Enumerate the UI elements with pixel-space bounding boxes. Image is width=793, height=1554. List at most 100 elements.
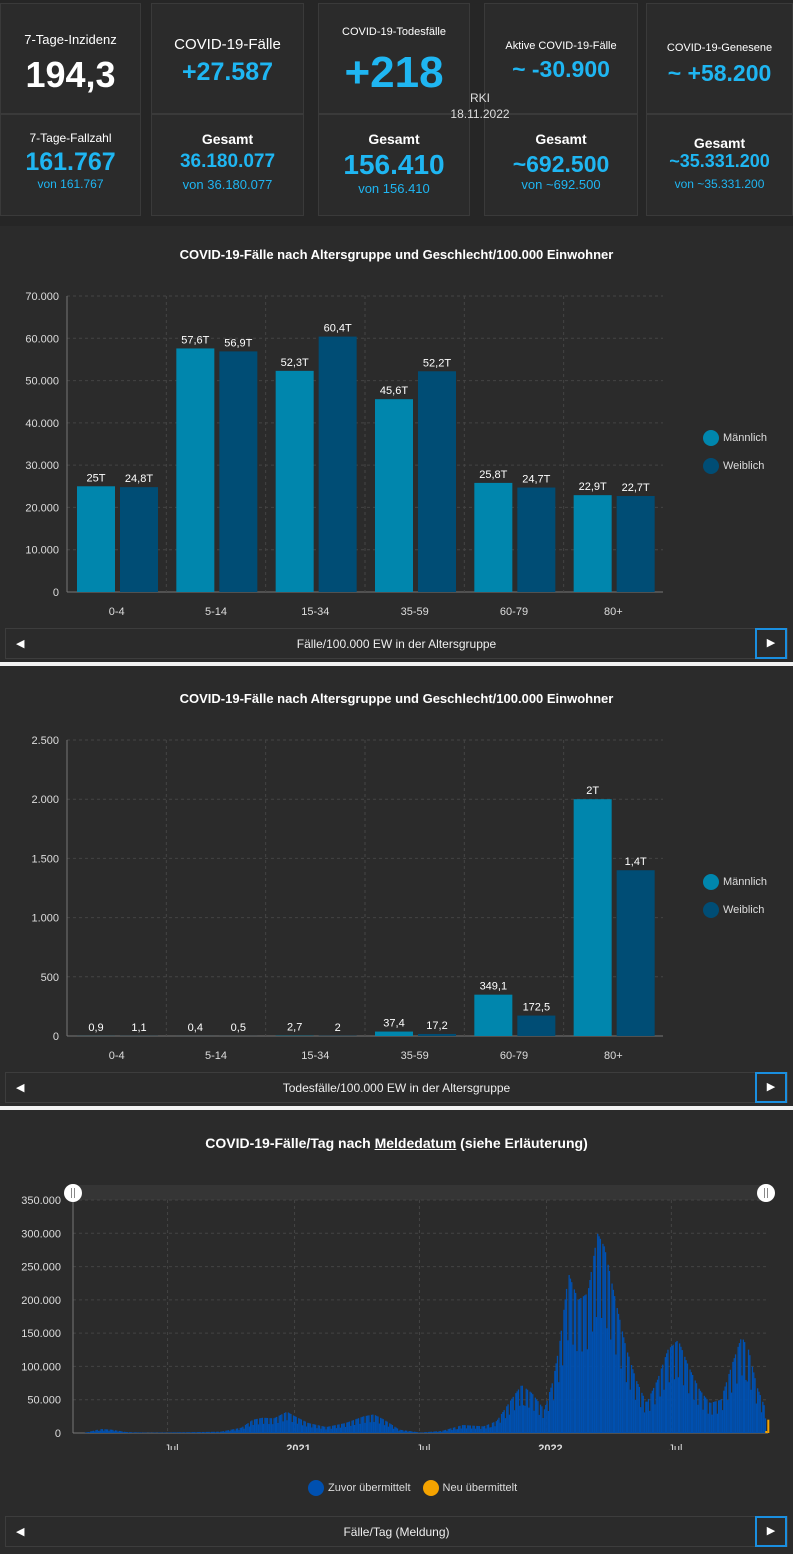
meldedatum-link[interactable]: Meldedatum <box>374 1135 457 1151</box>
source-label: RKI 18.11.2022 <box>440 90 520 122</box>
y-tick-label: 30.000 <box>25 460 59 472</box>
daily-bar <box>524 1405 526 1433</box>
legend-item-male[interactable]: Männlich <box>703 424 767 452</box>
daily-bar <box>597 1233 599 1433</box>
daily-bar <box>565 1288 568 1433</box>
legend-item-previous[interactable]: Zuvor übermittelt <box>308 1474 411 1502</box>
divider <box>0 1106 793 1110</box>
daily-bar <box>108 1430 110 1433</box>
daily-bar <box>552 1400 555 1433</box>
next-chart-button[interactable]: ▶ <box>755 1072 787 1103</box>
daily-bar <box>289 1413 291 1433</box>
daily-bar <box>318 1425 321 1433</box>
daily-bar <box>291 1422 293 1433</box>
daily-bar <box>378 1423 380 1433</box>
daily-bar <box>611 1283 613 1433</box>
bar-female <box>616 870 655 1036</box>
daily-bar <box>359 1423 361 1433</box>
daily-bar <box>529 1391 531 1433</box>
daily-bar <box>634 1399 637 1433</box>
range-slider-handle[interactable] <box>64 1184 82 1202</box>
daily-bar <box>169 1432 171 1433</box>
daily-bar <box>352 1420 354 1433</box>
prev-chart-button[interactable]: ◀ <box>16 638 25 650</box>
daily-bar <box>447 1429 449 1433</box>
daily-bar <box>585 1294 587 1433</box>
y-tick-label: 500 <box>41 972 59 984</box>
daily-bar <box>601 1317 603 1433</box>
date: 18.11.2022 <box>450 107 510 121</box>
daily-bar <box>474 1428 477 1433</box>
daily-bar <box>343 1423 345 1433</box>
kpi-sub: von 161.767 <box>37 177 104 191</box>
daily-bar <box>409 1431 412 1433</box>
daily-bar <box>581 1351 583 1433</box>
daily-bar <box>442 1430 444 1433</box>
prev-chart-button[interactable]: ◀ <box>16 1526 25 1538</box>
range-slider-handle[interactable] <box>757 1184 775 1202</box>
bar-label: 45,6T <box>380 385 408 397</box>
daily-bar <box>762 1401 764 1433</box>
daily-bar <box>580 1298 582 1433</box>
daily-bar <box>400 1429 403 1433</box>
daily-bar <box>308 1423 310 1433</box>
kpi-total: 36.180.077 <box>179 151 276 172</box>
daily-bar <box>646 1401 648 1433</box>
daily-bar <box>682 1385 685 1433</box>
daily-bar <box>714 1401 716 1433</box>
daily-bar <box>625 1382 627 1433</box>
daily-bar <box>615 1354 617 1433</box>
kpi-sub: von 156.410 <box>358 181 430 196</box>
bar-male <box>275 370 314 592</box>
daily-bar <box>759 1395 761 1433</box>
kpi-tile-bottom: Gesamt ~692.500 von ~692.500 <box>484 114 638 216</box>
kpi-value: +218 <box>344 48 444 97</box>
bar-male <box>573 495 612 592</box>
daily-bar <box>117 1431 119 1433</box>
daily-bar <box>603 1246 605 1433</box>
daily-bar <box>126 1432 128 1433</box>
daily-bar <box>599 1238 601 1433</box>
kpi-tile-bottom: Gesamt 156.410 von 156.410 <box>318 114 470 216</box>
daily-bar <box>317 1425 319 1433</box>
new-bar <box>765 1431 768 1433</box>
daily-bar <box>110 1429 113 1433</box>
y-tick-label: 2.500 <box>31 735 59 747</box>
daily-bar <box>650 1393 652 1433</box>
daily-bar <box>533 1410 535 1433</box>
y-tick-label: 1.000 <box>31 913 59 925</box>
daily-bar <box>325 1429 327 1433</box>
daily-bar <box>112 1429 114 1433</box>
x-tick-label: 60-79 <box>500 606 528 618</box>
legend-item-male[interactable]: Männlich <box>703 868 767 896</box>
bar-label: 1,4T <box>625 856 647 868</box>
daily-bar <box>300 1419 302 1433</box>
daily-bar <box>303 1420 305 1433</box>
daily-bar <box>380 1417 382 1433</box>
next-chart-button[interactable]: ▶ <box>755 628 787 659</box>
daily-bar <box>478 1426 481 1433</box>
daily-bar <box>698 1388 700 1433</box>
bar-female <box>517 1015 556 1036</box>
daily-bar <box>250 1421 252 1433</box>
next-chart-button[interactable]: ▶ <box>755 1516 787 1547</box>
daily-bar <box>494 1426 496 1433</box>
daily-bar <box>99 1430 101 1433</box>
daily-bar <box>270 1418 273 1433</box>
bar-label: 25T <box>87 472 106 484</box>
chart-panel-daily: COVID-19-Fälle/Tag nach Meldedatum (sieh… <box>0 1110 793 1554</box>
daily-bar <box>725 1382 728 1433</box>
daily-bar <box>399 1429 401 1433</box>
daily-bar <box>538 1414 540 1433</box>
daily-bar <box>629 1389 631 1433</box>
kpi-label: 7-Tage-Inzidenz <box>24 32 117 47</box>
legend-item-female[interactable]: Weiblich <box>703 452 767 480</box>
daily-bar <box>595 1317 598 1433</box>
daily-bar <box>539 1404 542 1433</box>
legend-item-new[interactable]: Neu übermittelt <box>422 1474 517 1502</box>
prev-chart-button[interactable]: ◀ <box>16 1082 25 1094</box>
daily-bar <box>755 1403 757 1433</box>
new-bar <box>767 1419 770 1433</box>
legend-item-female[interactable]: Weiblich <box>703 896 767 924</box>
daily-bar <box>715 1401 717 1433</box>
